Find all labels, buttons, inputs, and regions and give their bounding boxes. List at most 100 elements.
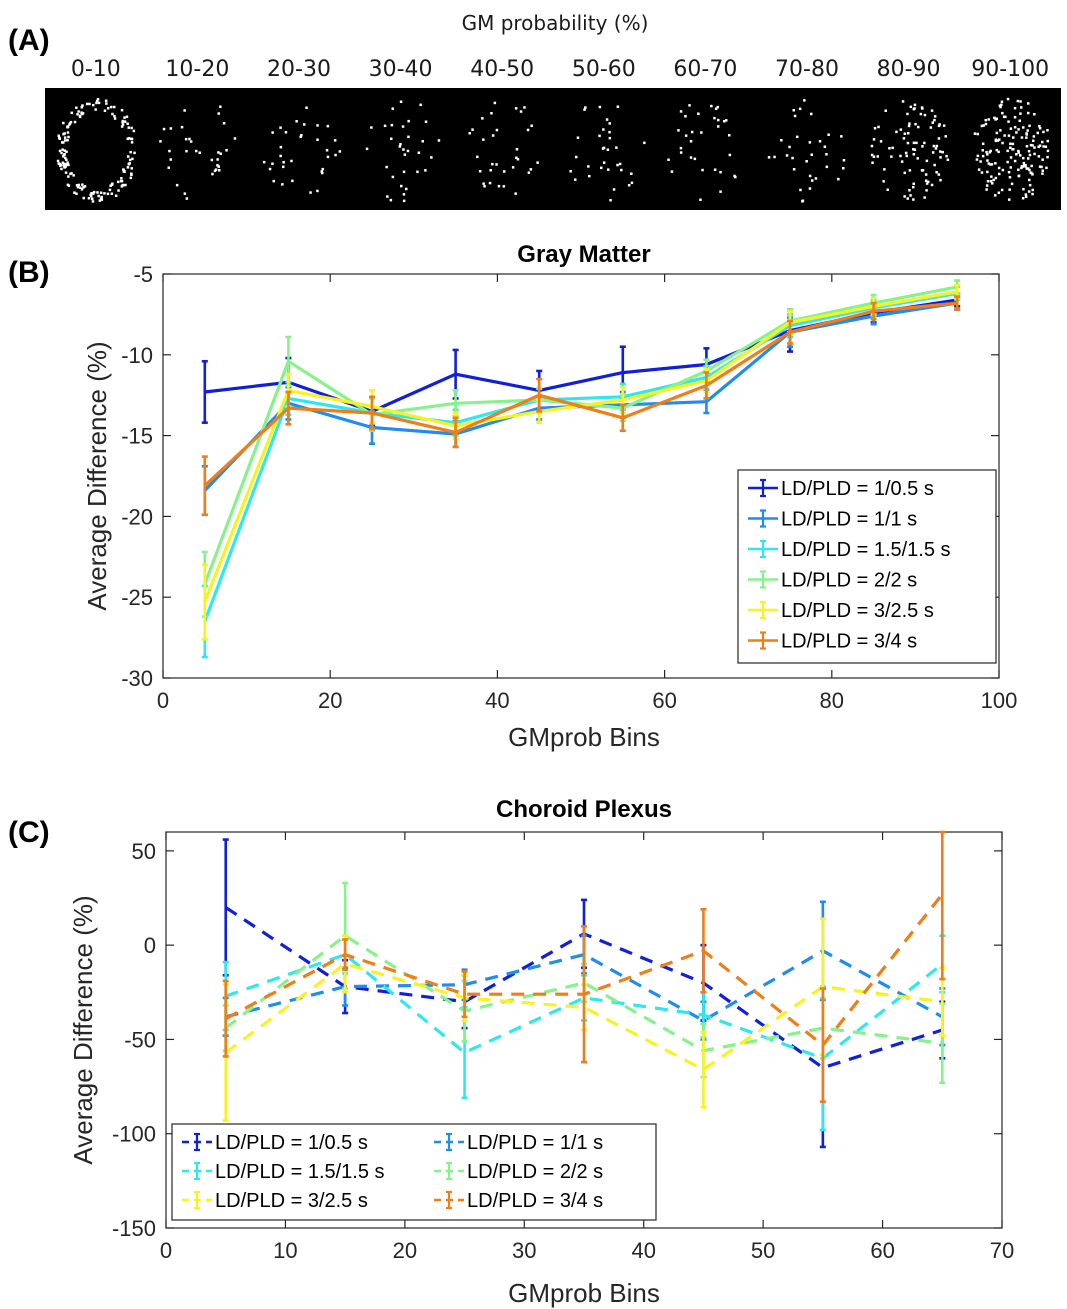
brain-voxel — [56, 159, 60, 163]
legend-box — [737, 469, 997, 664]
brain-voxel — [609, 199, 612, 202]
brain-voxel — [608, 122, 611, 125]
brain-voxel — [945, 154, 948, 158]
brain-voxel — [497, 184, 501, 188]
x-tick-label: 100 — [981, 688, 1018, 713]
panel-c-ylabel: Average Difference (%) — [68, 895, 98, 1164]
brain-voxel — [994, 162, 997, 165]
x-tick-label: 20 — [393, 1238, 417, 1263]
brain-voxel — [110, 192, 114, 195]
brain-voxel — [602, 161, 606, 164]
data-point — [203, 600, 206, 604]
brain-voxel — [66, 131, 70, 134]
brain-voxel — [216, 164, 219, 167]
brain-voxel — [1021, 197, 1025, 200]
brain-voxel — [576, 136, 580, 139]
bin-label: 40-50 — [470, 57, 534, 82]
brain-voxel — [1022, 187, 1025, 191]
brain-voxel — [994, 139, 998, 143]
brain-voxel — [111, 182, 114, 185]
brain-voxel — [1013, 116, 1017, 119]
brain-voxel — [891, 146, 894, 150]
brain-voxel — [128, 158, 132, 162]
brain-voxel — [620, 168, 623, 172]
brain-voxel — [618, 162, 622, 166]
brain-voxel — [113, 114, 116, 118]
x-tick-label: 60 — [870, 1238, 894, 1263]
brain-voxel — [222, 122, 226, 125]
brain-voxel — [1038, 127, 1042, 130]
brain-voxel — [903, 171, 906, 175]
brain-voxel — [536, 161, 539, 164]
panel-b-series — [201, 279, 961, 659]
legend-label: LD/PLD = 1/1 s — [781, 509, 917, 531]
brain-voxel — [810, 153, 813, 156]
brain-voxel — [218, 169, 221, 172]
brain-voxel — [299, 135, 302, 139]
brain-voxel — [792, 168, 796, 171]
brain-voxel — [67, 175, 70, 178]
brain-voxel — [982, 124, 985, 127]
brain-voxel — [1046, 149, 1050, 153]
brain-voxel — [990, 175, 993, 178]
data-point — [370, 411, 374, 415]
brain-voxel — [997, 191, 1001, 194]
brain-voxel — [904, 151, 908, 155]
brain-voxel — [906, 141, 910, 145]
brain-voxel — [1023, 164, 1026, 167]
panel-c-legend: LD/PLD = 1/0.5 s LD/PLD = 1/1 s LD/PLD = 1… — [171, 1123, 657, 1221]
brain-voxel — [976, 154, 980, 158]
brain-voxel — [1006, 97, 1010, 101]
brain-voxel — [63, 149, 66, 152]
brain-voxel — [122, 170, 126, 173]
brain-voxel — [169, 127, 173, 130]
brain-voxel — [1009, 146, 1012, 149]
brain-voxel — [111, 112, 114, 116]
panel-a-label: (A) — [8, 24, 50, 57]
bin-label: 50-60 — [572, 57, 636, 82]
brain-voxel — [946, 158, 950, 161]
brain-voxel — [1027, 190, 1031, 193]
brain-voxel — [933, 115, 937, 118]
brain-voxel — [1029, 171, 1032, 174]
brain-voxel — [937, 124, 941, 128]
panel-a-title: GM probability (%) — [462, 11, 649, 35]
brain-voxel — [895, 130, 898, 134]
brain-voxel — [981, 149, 984, 152]
brain-voxel — [437, 139, 441, 142]
brain-voxel — [120, 125, 124, 128]
brain-voxel — [481, 117, 484, 120]
brain-slice — [56, 98, 136, 203]
brain-voxel — [903, 195, 906, 198]
brain-voxel — [402, 148, 405, 151]
brain-voxel — [1007, 170, 1011, 174]
brain-voxel — [130, 172, 133, 175]
data-point — [702, 1068, 705, 1071]
data-point — [582, 992, 586, 996]
brain-voxel — [63, 136, 67, 139]
brain-voxel — [679, 110, 683, 113]
brain-voxel — [723, 120, 726, 123]
brain-voxel — [167, 166, 170, 169]
brain-voxel — [643, 141, 646, 145]
brain-voxel — [882, 180, 885, 183]
brain-voxel — [398, 145, 402, 148]
brain-voxel — [872, 155, 876, 158]
brain-voxel — [1009, 127, 1013, 130]
data-point — [463, 1051, 466, 1054]
brain-voxel — [693, 157, 697, 161]
brain-voxel — [1041, 172, 1044, 175]
brain-voxel — [57, 162, 60, 165]
brain-voxel — [933, 118, 936, 122]
brain-voxel — [417, 151, 421, 154]
brain-voxel — [471, 128, 474, 131]
brain-voxel — [1025, 167, 1028, 170]
bin-label: 90-100 — [971, 57, 1049, 82]
legend-label: LD/PLD = 1.5/1.5 s — [781, 539, 951, 561]
brain-voxel — [938, 123, 941, 126]
brain-voxel — [130, 141, 134, 144]
data-point — [454, 372, 457, 376]
brain-voxel — [365, 147, 369, 151]
brain-voxel — [679, 151, 683, 154]
brain-slices — [56, 97, 1050, 203]
